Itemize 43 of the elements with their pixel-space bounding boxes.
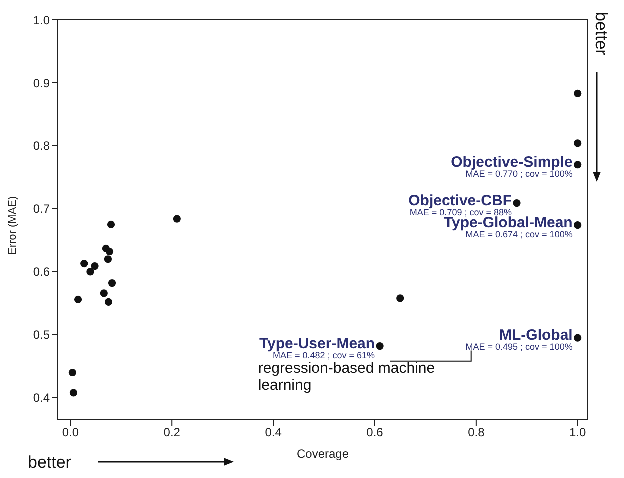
y-tick-label: 0.6 xyxy=(33,265,50,280)
y-tick-label: 0.4 xyxy=(33,391,50,406)
point xyxy=(173,215,181,223)
point xyxy=(108,280,116,288)
y-tick-label: 0.5 xyxy=(33,328,50,342)
annotation: Objective-Simple MAE = 0.770 ; cov = 100% xyxy=(451,154,573,179)
x-tick-label: 0.6 xyxy=(366,426,384,440)
point xyxy=(80,260,88,268)
x-tick-label: 0.8 xyxy=(468,426,486,440)
point xyxy=(376,342,384,350)
x-tick-label: 1.0 xyxy=(570,426,587,440)
point xyxy=(74,296,82,304)
annotation: Objective-CBF MAE = 0.709 ; cov = 88% xyxy=(408,192,512,218)
point xyxy=(574,140,582,148)
y-tick-label: 0.8 xyxy=(33,139,50,154)
annotation: Type-User-Mean MAE = 0.482 ; cov = 61% xyxy=(259,335,376,360)
point xyxy=(574,161,582,169)
point xyxy=(86,268,94,276)
point xyxy=(574,90,582,98)
point xyxy=(104,256,112,264)
point xyxy=(106,248,114,256)
point xyxy=(91,262,99,270)
point xyxy=(104,298,113,306)
y-axis-title: Error (MAE) xyxy=(6,196,19,255)
point xyxy=(107,220,116,229)
annotation: ML-Global MAE = 0.495 ; cov = 100% xyxy=(466,327,573,352)
y-tick-label: 1.0 xyxy=(33,13,50,28)
text: better xyxy=(592,12,611,56)
x-tick-label: 0.2 xyxy=(164,426,181,440)
text: better xyxy=(28,453,72,472)
point xyxy=(396,294,404,302)
x-axis-title: Coverage xyxy=(296,447,350,461)
annotation: regression-based machine learning xyxy=(258,360,436,394)
x-tick-label: 0.0 xyxy=(62,426,80,440)
point xyxy=(513,200,521,208)
y-tick-label: 0.7 xyxy=(33,202,50,216)
point xyxy=(68,368,77,377)
point xyxy=(574,334,582,342)
x-tick-label: 0.4 xyxy=(265,426,282,440)
y-tick-label: 0.9 xyxy=(33,76,50,90)
point xyxy=(574,222,582,230)
point xyxy=(70,389,78,397)
point xyxy=(100,290,108,298)
